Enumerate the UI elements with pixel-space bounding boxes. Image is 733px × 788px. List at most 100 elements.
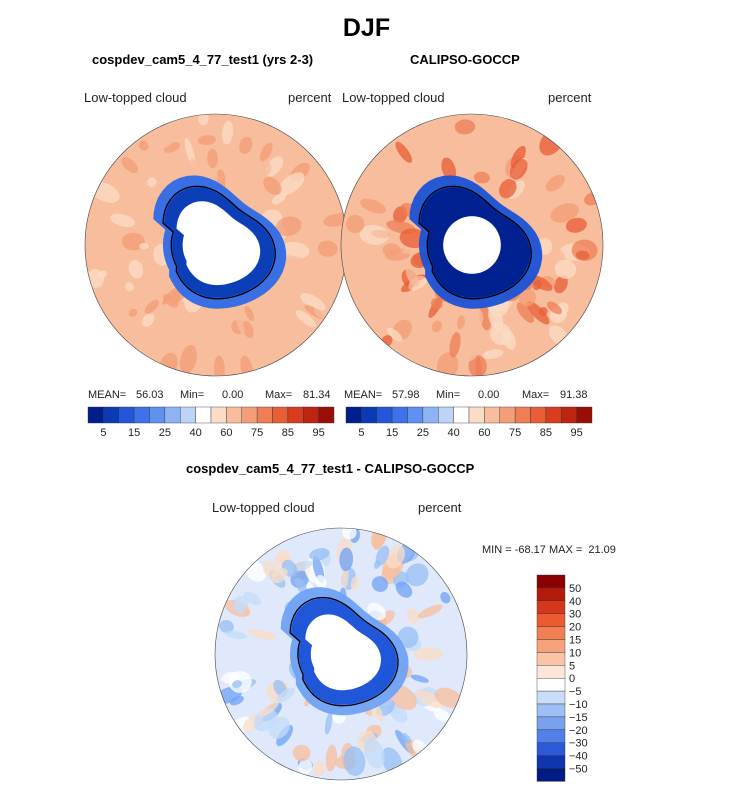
colorbar-swatch — [241, 406, 258, 424]
map-patch — [454, 119, 476, 135]
colorbar-swatch — [530, 406, 547, 424]
polar-map-1 — [84, 113, 348, 377]
polar-map-2 — [340, 113, 604, 377]
map-patch — [278, 172, 305, 196]
map-border — [214, 527, 468, 781]
diff-colorbar-label: 40 — [569, 596, 581, 608]
map-patch — [229, 695, 244, 706]
map-patch — [313, 308, 328, 320]
map-patch — [406, 165, 428, 191]
map-patch — [375, 545, 390, 566]
map-patch — [224, 630, 248, 640]
diff-colorbar-swatch — [536, 613, 566, 627]
colorbar-swatch — [561, 406, 577, 424]
colorbar-tick-label: 40 — [190, 427, 202, 439]
panel2-subtitle: CALIPSO-GOCCP — [410, 52, 520, 67]
colorbar-tick-label: 85 — [540, 427, 552, 439]
diff-colorbar-swatch — [536, 574, 566, 589]
diff-colorbar-label: 15 — [569, 635, 581, 647]
diff-colorbar-label: −50 — [569, 764, 588, 776]
colorbar-swatch — [514, 406, 531, 424]
colorbar-swatch — [361, 406, 377, 424]
map-patch — [350, 576, 360, 591]
map-patch — [325, 744, 337, 772]
map-patch — [346, 214, 365, 234]
diff-colorbar-label: 20 — [569, 622, 581, 634]
panel3-subtitle: cospdev_cam5_4_77_test1 - CALIPSO-GOCCP — [186, 461, 475, 476]
map-patch — [343, 746, 366, 777]
diff-colorbar-label: −20 — [569, 725, 588, 737]
diff-colorbar-label: 5 — [569, 660, 575, 672]
page-title: DJF — [342, 14, 391, 42]
map-patch — [434, 687, 462, 708]
map-patch — [162, 286, 179, 305]
map-patch — [459, 341, 478, 362]
continent-interior — [443, 216, 501, 274]
panel1-mean-label: MEAN= — [88, 389, 127, 401]
diff-colorbar-swatch — [536, 665, 566, 679]
diff-colorbar-swatch — [536, 768, 566, 782]
map-patch — [402, 733, 412, 744]
map-patch — [448, 121, 457, 147]
map-patch — [232, 680, 243, 688]
map-patch — [413, 647, 444, 661]
diff-colorbar-label: −40 — [569, 751, 588, 763]
map-patch — [197, 135, 216, 146]
panel3-minmax: MIN = -68.17 MAX = 21.09 — [482, 544, 616, 556]
panel1-variable: Low-topped cloud — [84, 90, 187, 105]
diff-colorbar-label: −30 — [569, 738, 588, 750]
map-patch — [395, 141, 413, 163]
map-patch — [244, 306, 255, 321]
map-patch — [385, 545, 406, 569]
map-patch — [509, 158, 528, 180]
colorbar-swatch — [345, 406, 362, 424]
panel1-min: 0.00 — [222, 389, 244, 401]
colorbar-swatch — [576, 406, 593, 424]
colorbar-swatch — [226, 406, 242, 424]
panel2-mean: 57.98 — [392, 389, 420, 401]
panel2-max-label: Max= — [522, 389, 550, 401]
colorbar-swatch — [468, 406, 485, 424]
map-patch — [144, 299, 159, 314]
map-patch — [275, 216, 302, 237]
diff-colorbar-label: 30 — [569, 609, 581, 621]
colorbar-swatch — [499, 406, 516, 424]
map-patch — [324, 712, 333, 735]
map-patch — [387, 327, 403, 342]
colorbar-tick-label: 15 — [386, 427, 398, 439]
diff-colorbar-swatch — [536, 587, 566, 602]
panel2-mean-label: MEAN= — [344, 389, 383, 401]
map-patch — [410, 674, 429, 683]
map-patch — [501, 328, 516, 350]
map-patch — [575, 250, 590, 260]
map-patch — [232, 595, 249, 614]
map-patch — [110, 213, 136, 228]
map-patch — [271, 567, 288, 584]
map-patch — [141, 313, 155, 327]
map-patch — [315, 574, 327, 590]
map-patch — [554, 259, 577, 279]
colorbar-swatch — [407, 406, 424, 424]
map-patch — [381, 230, 392, 237]
coastline — [289, 596, 399, 707]
map-patch — [412, 285, 432, 305]
map-patch — [121, 157, 139, 174]
diff-colorbar-swatch — [536, 678, 566, 692]
diff-colorbar-swatch — [536, 729, 566, 743]
map-patch — [235, 310, 245, 336]
diff-colorbar-swatch — [536, 600, 566, 614]
diff-colorbar-label: −10 — [569, 699, 588, 711]
colorbar-swatch — [391, 406, 408, 424]
map-patch — [272, 192, 287, 205]
map-patch — [125, 282, 134, 292]
map-patch — [259, 700, 280, 717]
panel2-variable: Low-topped cloud — [342, 90, 445, 105]
map-patch — [151, 125, 174, 149]
map-patch — [367, 602, 386, 621]
colorbar-0: 5 15 25 40 60 75 85 95 — [87, 406, 335, 439]
colorbar-swatch — [272, 406, 289, 424]
diff-colorbar-swatch — [536, 690, 566, 705]
continent-interior — [305, 614, 381, 691]
map-patch — [263, 176, 282, 195]
